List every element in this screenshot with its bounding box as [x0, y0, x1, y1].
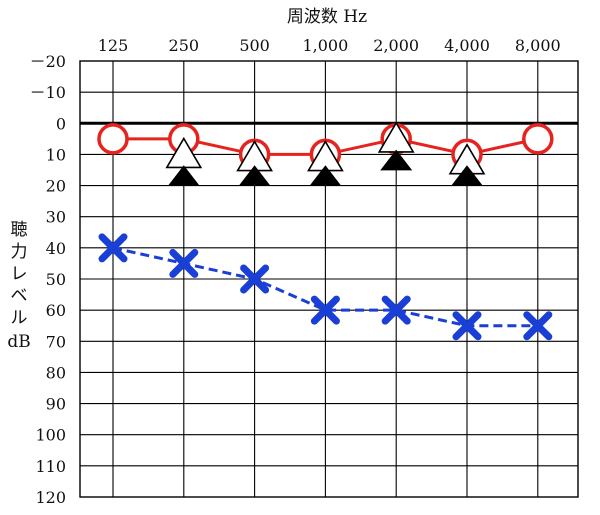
- data-point-triangle-filled: [309, 165, 342, 186]
- y-tick-labels: －20 －10 0 10 20 30 40 50 60 70 80 90 100 110 120: [30, 52, 66, 507]
- y-tick-label: －20: [30, 52, 66, 71]
- chart-title: 周波数 Hz: [287, 7, 367, 27]
- data-point-circle: [522, 123, 554, 155]
- data-point-cross: [240, 264, 270, 294]
- cross-stroke: [240, 264, 270, 294]
- y-tick-label: 60: [46, 301, 66, 320]
- y-tick-label: 100: [35, 426, 66, 445]
- cross-stroke: [310, 295, 340, 325]
- y-tick-label: 120: [35, 488, 66, 507]
- data-series: [97, 121, 554, 341]
- y-axis-label-unit: dB: [7, 332, 30, 352]
- grid: [79, 60, 579, 498]
- series-triangle-open: [165, 121, 486, 175]
- x-tick-label: 250: [169, 36, 200, 55]
- data-point-triangle-filled: [451, 165, 483, 186]
- y-tick-label: 90: [46, 395, 66, 414]
- x-tick-label: 4,000: [444, 36, 490, 55]
- x-tick-label: 125: [98, 36, 129, 55]
- y-axis-label-char: 力: [11, 242, 28, 262]
- x-tick-label: 2,000: [373, 36, 419, 55]
- y-tick-label: 0: [56, 114, 66, 133]
- data-point-circle: [97, 123, 129, 155]
- data-point-cross: [169, 248, 199, 278]
- y-tick-label: 30: [46, 208, 66, 227]
- x-tick-label: 500: [239, 36, 270, 55]
- cross-stroke: [169, 248, 199, 278]
- data-point-triangle-filled: [380, 149, 413, 171]
- y-tick-label: 40: [46, 239, 66, 258]
- data-point-cross: [381, 295, 411, 325]
- y-tick-label: 50: [46, 270, 66, 289]
- data-point-cross: [310, 295, 340, 325]
- data-point-cross: [98, 233, 128, 263]
- y-tick-label: 20: [46, 177, 66, 196]
- x-tick-labels: 125 250 500 1,000 2,000 4,000 8,000: [98, 36, 561, 55]
- y-tick-label: 70: [46, 332, 66, 351]
- data-point-triangle-filled: [167, 165, 200, 186]
- y-tick-label: 110: [35, 457, 66, 476]
- data-point-cross: [523, 311, 553, 341]
- series-cross: [98, 233, 553, 341]
- y-axis-label-char: 聴: [11, 220, 28, 240]
- cross-stroke: [381, 295, 411, 325]
- x-tick-label: 8,000: [515, 36, 561, 55]
- y-tick-label: －10: [30, 83, 66, 102]
- data-point-triangle-filled: [238, 165, 271, 186]
- y-axis-label-char: レ: [11, 264, 28, 284]
- cross-stroke: [523, 311, 553, 341]
- y-axis-label-char: ベ: [11, 286, 28, 306]
- y-tick-label: 80: [46, 363, 66, 382]
- cross-stroke: [98, 233, 128, 263]
- y-tick-label: 10: [46, 145, 66, 164]
- series-triangle-filled: [167, 149, 483, 186]
- cross-stroke: [452, 311, 482, 341]
- data-point-cross: [452, 311, 482, 341]
- y-axis-label-char: ル: [11, 308, 28, 328]
- x-tick-label: 1,000: [302, 36, 348, 55]
